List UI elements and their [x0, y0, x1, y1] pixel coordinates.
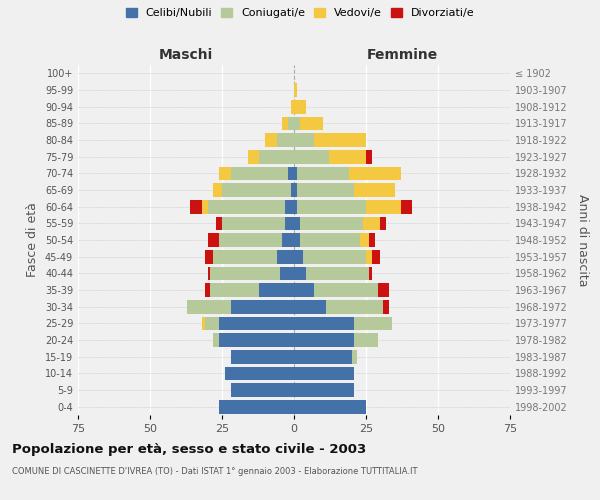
- Bar: [369, 233, 374, 247]
- Bar: [366, 250, 372, 264]
- Bar: [294, 133, 314, 147]
- Bar: [300, 116, 323, 130]
- Text: COMUNE DI CASCINETTE D'IVREA (TO) - Dati ISTAT 1° gennaio 2003 - Elaborazione TU: COMUNE DI CASCINETTE D'IVREA (TO) - Dati…: [12, 468, 418, 476]
- Bar: [294, 166, 297, 180]
- Bar: [305, 266, 369, 280]
- Bar: [314, 283, 377, 297]
- Bar: [208, 266, 211, 280]
- Bar: [360, 233, 369, 247]
- Bar: [294, 216, 300, 230]
- Bar: [225, 366, 294, 380]
- Bar: [294, 100, 305, 114]
- Bar: [294, 150, 329, 164]
- Bar: [372, 250, 380, 264]
- Bar: [363, 216, 380, 230]
- Text: Maschi: Maschi: [159, 48, 213, 62]
- Bar: [291, 100, 294, 114]
- Bar: [219, 400, 294, 413]
- Bar: [294, 316, 355, 330]
- Bar: [211, 283, 259, 297]
- Bar: [230, 383, 294, 397]
- Bar: [294, 200, 297, 213]
- Bar: [222, 216, 286, 230]
- Bar: [294, 116, 300, 130]
- Bar: [380, 216, 386, 230]
- Bar: [190, 200, 202, 213]
- Bar: [297, 166, 349, 180]
- Bar: [291, 183, 294, 197]
- Bar: [277, 250, 294, 264]
- Bar: [300, 216, 363, 230]
- Bar: [219, 333, 294, 347]
- Bar: [329, 150, 366, 164]
- Bar: [294, 350, 352, 364]
- Y-axis label: Anni di nascita: Anni di nascita: [576, 194, 589, 286]
- Bar: [205, 250, 214, 264]
- Bar: [202, 316, 205, 330]
- Bar: [286, 216, 294, 230]
- Bar: [294, 183, 297, 197]
- Bar: [297, 200, 366, 213]
- Bar: [202, 200, 208, 213]
- Bar: [230, 300, 294, 314]
- Bar: [283, 116, 288, 130]
- Bar: [366, 200, 401, 213]
- Bar: [259, 150, 294, 164]
- Bar: [219, 233, 283, 247]
- Bar: [219, 166, 230, 180]
- Bar: [277, 133, 294, 147]
- Bar: [294, 366, 355, 380]
- Text: Femmine: Femmine: [367, 48, 437, 62]
- Bar: [300, 233, 360, 247]
- Bar: [230, 350, 294, 364]
- Bar: [294, 83, 297, 97]
- Bar: [222, 183, 291, 197]
- Y-axis label: Fasce di età: Fasce di età: [26, 202, 39, 278]
- Bar: [294, 333, 355, 347]
- Bar: [205, 283, 211, 297]
- Bar: [280, 266, 294, 280]
- Bar: [401, 200, 412, 213]
- Bar: [288, 166, 294, 180]
- Bar: [187, 300, 230, 314]
- Legend: Celibi/Nubili, Coniugati/e, Vedovi/e, Divorziati/e: Celibi/Nubili, Coniugati/e, Vedovi/e, Di…: [124, 6, 476, 20]
- Bar: [314, 133, 366, 147]
- Text: Popolazione per età, sesso e stato civile - 2003: Popolazione per età, sesso e stato civil…: [12, 442, 366, 456]
- Bar: [355, 316, 392, 330]
- Bar: [349, 166, 401, 180]
- Bar: [214, 250, 277, 264]
- Bar: [286, 200, 294, 213]
- Bar: [326, 300, 383, 314]
- Bar: [294, 250, 302, 264]
- Bar: [265, 133, 277, 147]
- Bar: [383, 300, 389, 314]
- Bar: [283, 233, 294, 247]
- Bar: [219, 316, 294, 330]
- Bar: [259, 283, 294, 297]
- Bar: [294, 383, 355, 397]
- Bar: [230, 166, 288, 180]
- Bar: [366, 150, 372, 164]
- Bar: [214, 333, 219, 347]
- Bar: [208, 233, 219, 247]
- Bar: [294, 266, 305, 280]
- Bar: [369, 266, 372, 280]
- Bar: [352, 350, 358, 364]
- Bar: [294, 400, 366, 413]
- Bar: [355, 333, 377, 347]
- Bar: [288, 116, 294, 130]
- Bar: [377, 283, 389, 297]
- Bar: [248, 150, 259, 164]
- Bar: [355, 183, 395, 197]
- Bar: [294, 233, 300, 247]
- Bar: [208, 200, 286, 213]
- Bar: [294, 283, 314, 297]
- Bar: [205, 316, 219, 330]
- Bar: [294, 300, 326, 314]
- Bar: [302, 250, 366, 264]
- Bar: [216, 216, 222, 230]
- Bar: [297, 183, 355, 197]
- Bar: [214, 183, 222, 197]
- Bar: [211, 266, 280, 280]
